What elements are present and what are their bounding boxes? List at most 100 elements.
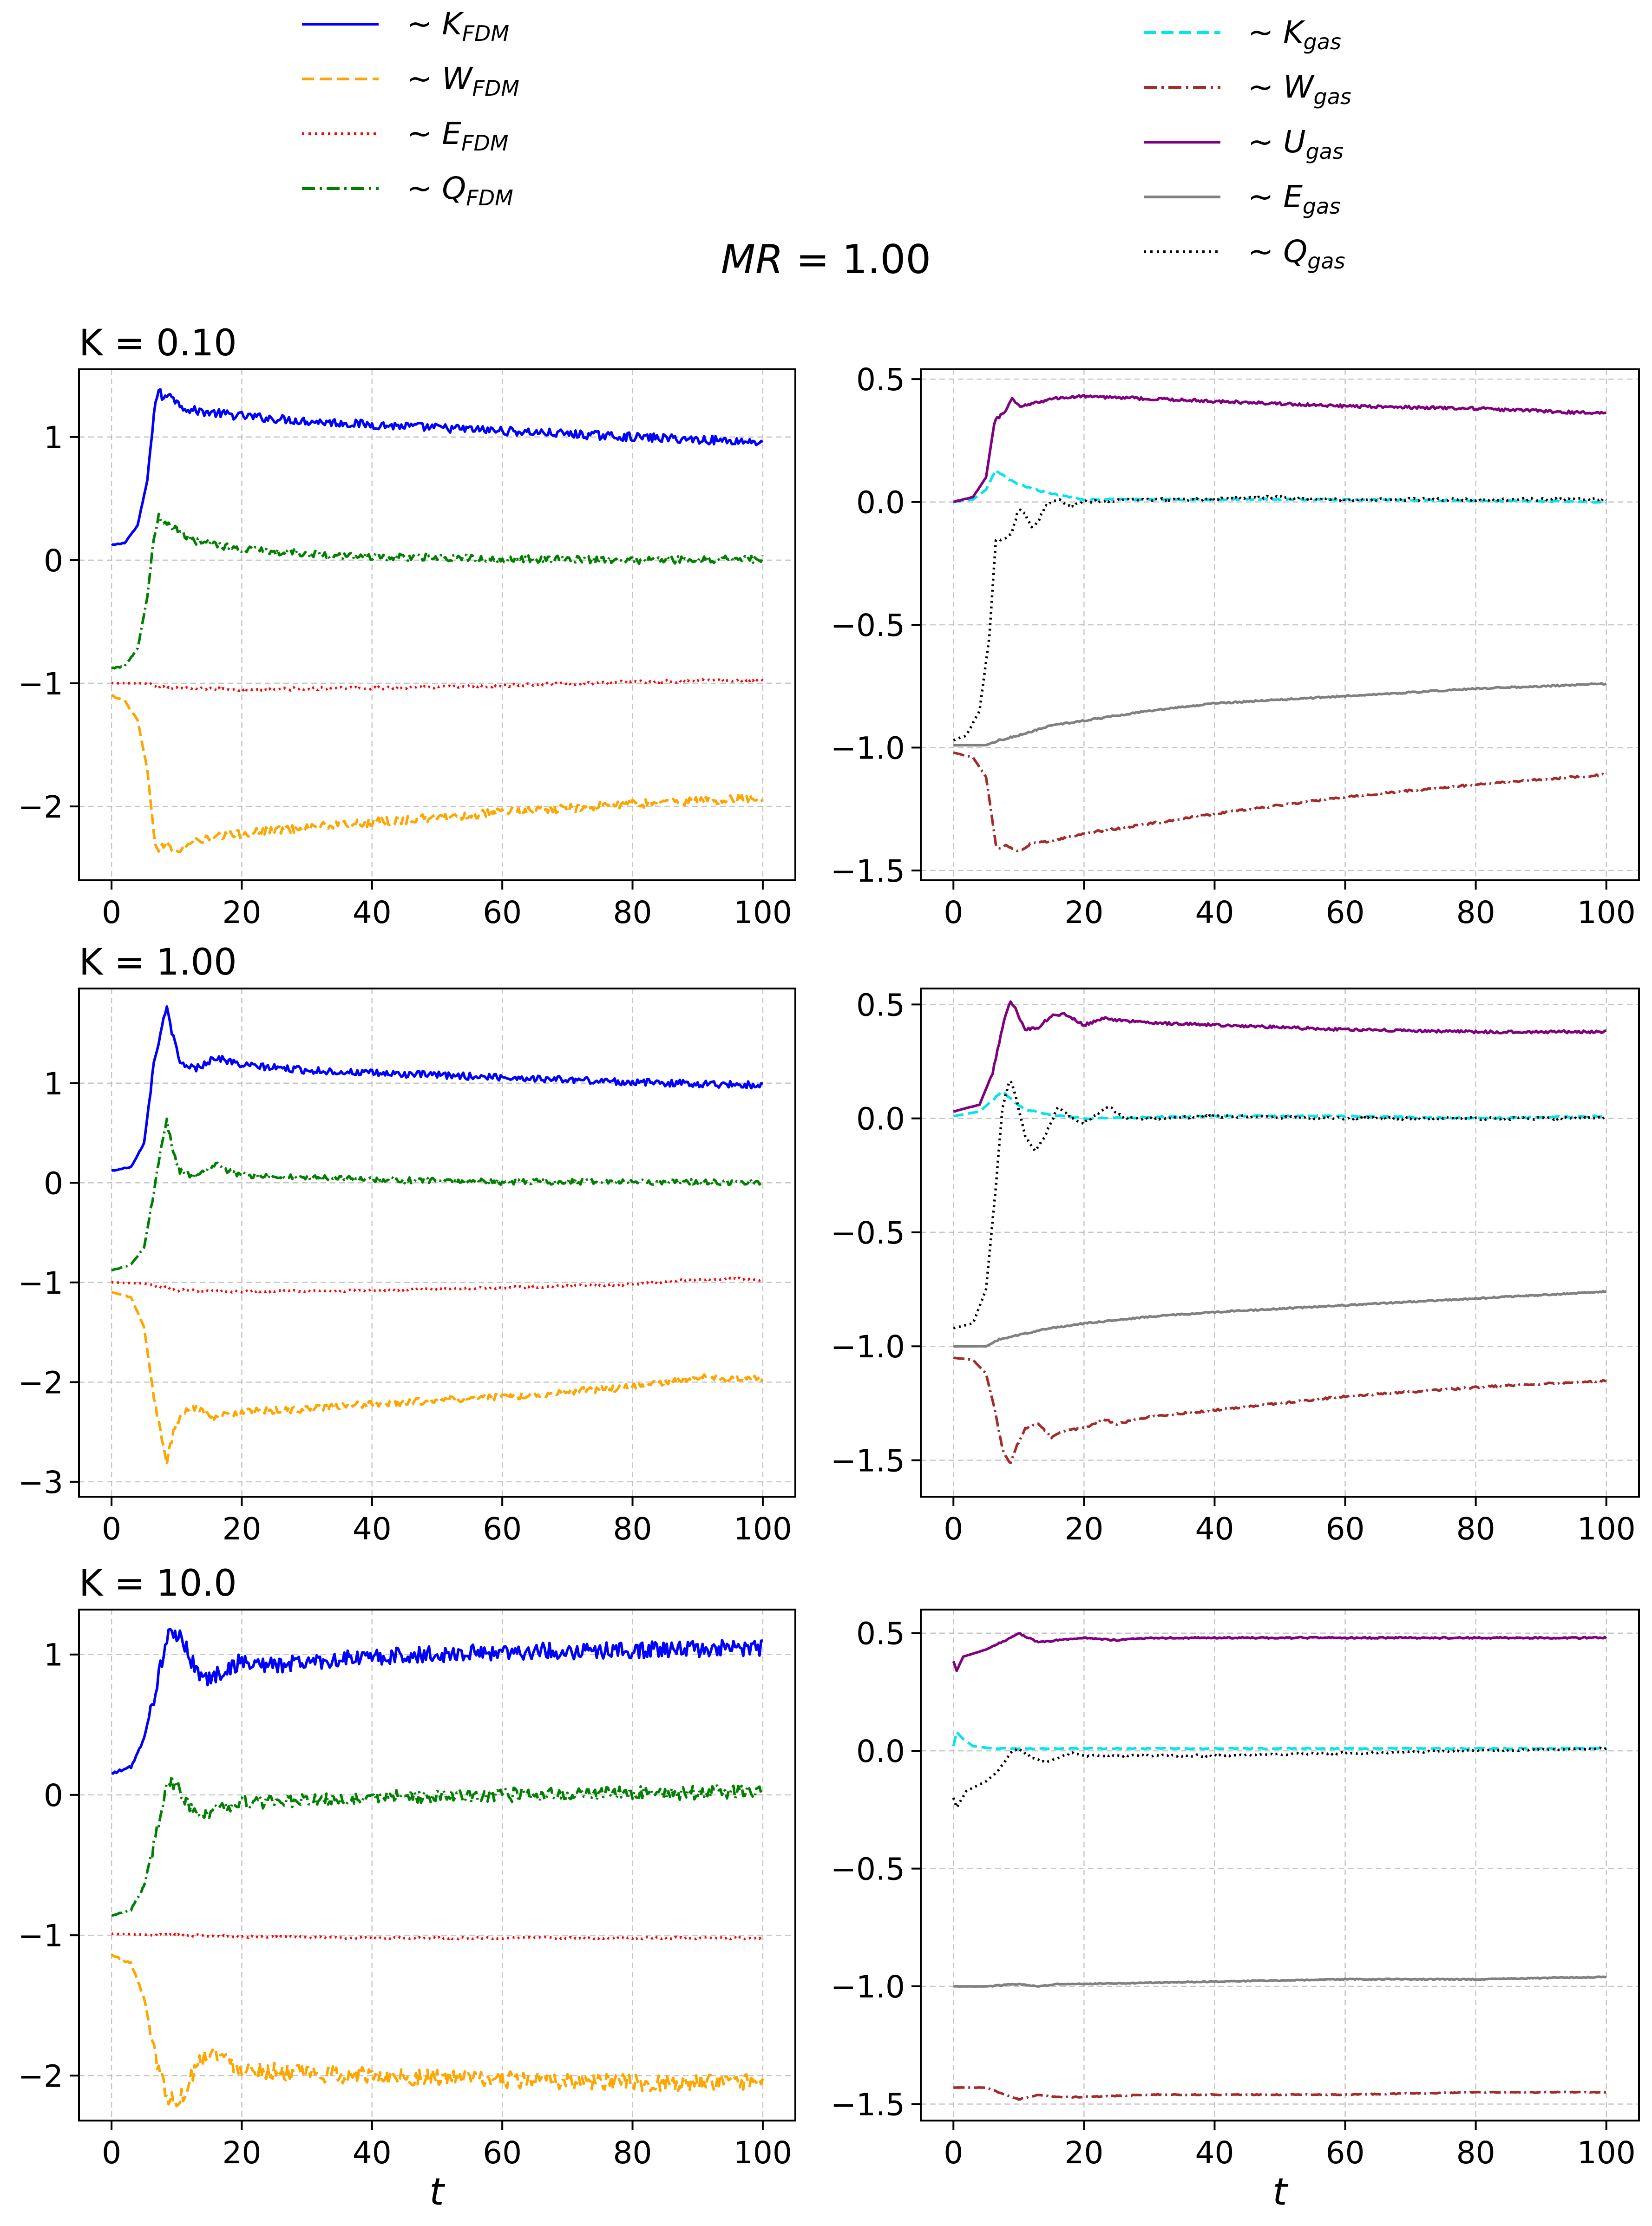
x-tick-label: 60 [1326, 895, 1365, 930]
x-tick-label: 40 [1195, 1511, 1234, 1547]
series-line-w-gas [953, 751, 1607, 852]
x-tick-label: 0 [102, 2135, 121, 2171]
chart-fdm-row0: 0 20 40 60 80 100 1 0 −1 −2 K = 0.10 [18, 322, 796, 930]
y-tick-label: −1.0 [831, 1329, 905, 1365]
series-line-q-fdm [111, 512, 764, 670]
y-tick-label: 0.0 [856, 1734, 905, 1769]
series-line-e-gas [953, 1290, 1607, 1348]
series-line-w-fdm [111, 1291, 764, 1466]
y-tick-label: −1.0 [831, 730, 905, 766]
y-tick-label: −1 [18, 1265, 63, 1301]
series-line-e-fdm [111, 1277, 764, 1294]
axes-frame [78, 1609, 796, 2121]
chart-fdm-row2: 0 20 40 60 80 100 1 0 −1 −2 K = 10.0 [18, 1563, 796, 2171]
series-line-u-gas [953, 393, 1606, 504]
series-group [111, 1005, 764, 1466]
series-line-w-fdm [111, 694, 764, 854]
x-tick-label: 60 [1326, 1511, 1365, 1547]
series-group [952, 1632, 1607, 2101]
x-tick-label: 40 [1195, 2135, 1234, 2171]
y-tick-label: 0.5 [856, 362, 905, 398]
series-line-w-gas [953, 1356, 1607, 1465]
x-tick-label: 40 [353, 2135, 392, 2171]
series-line-q-fdm [111, 1117, 763, 1272]
y-tick-label: −2 [18, 789, 63, 825]
y-tick-label: −3 [18, 1465, 63, 1500]
x-tick-label: 60 [1326, 2135, 1365, 2171]
series-line-q-gas [953, 1080, 1607, 1329]
y-tick-label: 1 [44, 1066, 63, 1102]
legend-label-fdm-q: ~ QFDM [406, 170, 513, 210]
series-group [111, 1628, 764, 2108]
y-tick-label: −2 [18, 1365, 63, 1401]
x-tick-label: 80 [613, 895, 652, 930]
series-line-w-gas [953, 2086, 1606, 2101]
legend-label-gas-q: ~ Qgas [1248, 234, 1345, 274]
series-line-k-fdm [111, 1628, 763, 1775]
legend-label-gas-e: ~ Egas [1248, 179, 1340, 219]
series-line-e-fdm [111, 1932, 764, 1941]
y-tick-label: −1 [18, 1918, 63, 1954]
x-tick-label: 100 [734, 2135, 792, 2171]
series-line-w-fdm [111, 1953, 764, 2108]
x-tick-label: 60 [483, 1511, 522, 1547]
x-tick-label: 40 [353, 1511, 392, 1547]
chart-fdm-row1: 0 20 40 60 80 100 1 0 −1 −2 −3 K = 1.00 [18, 942, 796, 1547]
legend-label-gas-k: ~ Kgas [1248, 14, 1341, 54]
x-tick-label: 100 [734, 1511, 792, 1547]
y-tick-label: −1 [18, 666, 63, 702]
xlabel-left: t [429, 2170, 445, 2213]
x-tick-label: 20 [1064, 895, 1103, 930]
y-tick-label: −2 [18, 2058, 63, 2094]
legend-label-fdm-k: ~ KFDM [406, 6, 509, 46]
series-line-q-gas [953, 494, 1607, 742]
x-tick-label: 80 [613, 2135, 652, 2171]
y-tick-label: 0.5 [856, 987, 905, 1023]
x-tick-label: 100 [1577, 895, 1636, 930]
x-tick-label: 0 [944, 895, 963, 930]
series-line-q-gas [952, 1746, 1607, 1809]
y-tick-label: 0 [44, 1778, 63, 1814]
x-tick-label: 100 [1577, 1511, 1636, 1547]
axes-frame [920, 988, 1640, 1498]
series-group [953, 393, 1607, 852]
series-line-e-gas [953, 1975, 1607, 1988]
y-tick-label: 0 [44, 1165, 63, 1201]
x-tick-label: 20 [1064, 1511, 1103, 1547]
panel-title: K = 10.0 [79, 1563, 237, 1604]
x-tick-label: 100 [1577, 2135, 1636, 2171]
chart-gas-row2: 0 20 40 60 80 100 0.5 0.0 −0.5 −1.0 −1.5 [831, 1609, 1640, 2171]
y-tick-label: 0 [44, 543, 63, 579]
x-tick-label: 0 [944, 1511, 963, 1547]
series-group [953, 1000, 1607, 1465]
series-line-k-fdm [111, 388, 764, 547]
legend-label-fdm-w: ~ WFDM [406, 61, 519, 101]
x-tick-label: 20 [222, 2135, 261, 2171]
series-line-u-gas [952, 1632, 1607, 1672]
series-line-e-gas [953, 682, 1607, 747]
figure-title: MR = 1.00 [721, 236, 931, 283]
x-tick-label: 40 [1195, 895, 1234, 930]
x-tick-label: 60 [483, 2135, 522, 2171]
chart-gas-row1: 0 20 40 60 80 100 0.5 0.0 −0.5 −1.0 −1.5 [831, 987, 1640, 1547]
legend-label-gas-u: ~ Ugas [1248, 124, 1344, 164]
series-line-q-fdm [111, 1774, 763, 1917]
legend-label-gas-w: ~ Wgas [1248, 69, 1351, 109]
x-tick-label: 60 [483, 895, 522, 930]
panel-title: K = 1.00 [79, 942, 237, 983]
y-tick-label: 1 [44, 1637, 63, 1673]
legend-gas: ~ Kgas ~ Wgas ~ Ugas ~ Egas ~ Qgas [1144, 14, 1351, 274]
axes-frame [78, 368, 796, 881]
x-tick-label: 0 [102, 1511, 121, 1547]
x-tick-label: 0 [102, 895, 121, 930]
y-tick-label: 0.5 [856, 1616, 905, 1652]
y-tick-label: −1.5 [831, 1443, 905, 1479]
y-tick-label: −0.5 [831, 1215, 905, 1251]
x-tick-label: 100 [734, 895, 792, 930]
legend-fdm: ~ KFDM ~ WFDM ~ EFDM ~ QFDM [302, 6, 519, 210]
series-line-e-fdm [111, 677, 764, 692]
axes-frame [920, 1609, 1640, 2121]
y-tick-label: −0.5 [831, 1852, 905, 1887]
